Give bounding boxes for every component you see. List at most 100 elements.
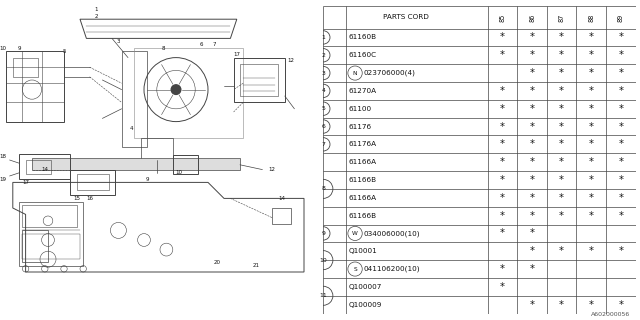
Text: 4: 4: [321, 88, 325, 93]
Text: *: *: [589, 50, 594, 60]
Bar: [32, 158, 240, 170]
Text: *: *: [559, 122, 564, 132]
Text: *: *: [559, 157, 564, 167]
Text: Q100009: Q100009: [348, 302, 381, 308]
Text: *: *: [500, 139, 505, 149]
Text: 85: 85: [500, 13, 506, 21]
Text: *: *: [559, 211, 564, 220]
Text: Q100007: Q100007: [348, 284, 381, 290]
Text: *: *: [559, 139, 564, 149]
Text: 1: 1: [94, 7, 98, 12]
Text: *: *: [500, 86, 505, 96]
Text: 16: 16: [86, 196, 93, 201]
Text: *: *: [618, 32, 623, 43]
Text: *: *: [500, 264, 505, 274]
Text: A602000056: A602000056: [591, 312, 630, 317]
Text: *: *: [559, 193, 564, 203]
Text: *: *: [530, 193, 534, 203]
Text: 61176: 61176: [348, 124, 371, 130]
Text: *: *: [530, 32, 534, 43]
Text: *: *: [559, 32, 564, 43]
Text: *: *: [589, 104, 594, 114]
Text: *: *: [530, 175, 534, 185]
Text: 12: 12: [288, 58, 294, 63]
Text: *: *: [618, 300, 623, 310]
Text: *: *: [500, 175, 505, 185]
Text: 12: 12: [269, 167, 275, 172]
Text: 18: 18: [0, 154, 6, 159]
Text: *: *: [559, 104, 564, 114]
Text: *: *: [589, 157, 594, 167]
Text: 9: 9: [17, 45, 21, 51]
Text: *: *: [500, 193, 505, 203]
Text: 8: 8: [161, 45, 165, 51]
Text: 88: 88: [588, 13, 594, 21]
Text: Q10001: Q10001: [348, 248, 377, 254]
Text: *: *: [589, 32, 594, 43]
Bar: [19, 154, 70, 179]
Text: 87: 87: [559, 13, 564, 21]
Text: 6: 6: [200, 42, 204, 47]
Text: 5: 5: [62, 49, 66, 54]
Text: *: *: [500, 50, 505, 60]
Text: 4: 4: [129, 125, 133, 131]
Text: *: *: [500, 211, 505, 220]
Bar: [272, 208, 291, 224]
Text: 3: 3: [116, 39, 120, 44]
Text: *: *: [530, 300, 534, 310]
Text: 3: 3: [321, 71, 325, 76]
Text: 6: 6: [321, 124, 325, 129]
Text: 15: 15: [74, 196, 80, 201]
Text: 7: 7: [212, 42, 216, 47]
Text: *: *: [500, 104, 505, 114]
Text: 61176A: 61176A: [348, 141, 376, 147]
Bar: [173, 155, 198, 174]
Bar: [77, 174, 109, 190]
Text: 21: 21: [253, 263, 259, 268]
Text: *: *: [618, 104, 623, 114]
Text: *: *: [500, 282, 505, 292]
Text: *: *: [530, 122, 534, 132]
Text: 8: 8: [321, 186, 325, 191]
Bar: [141, 138, 173, 160]
Text: *: *: [530, 211, 534, 220]
Text: *: *: [559, 68, 564, 78]
Text: 17: 17: [234, 52, 240, 57]
Text: 9: 9: [321, 231, 325, 236]
Text: *: *: [500, 157, 505, 167]
Text: *: *: [618, 175, 623, 185]
Text: 14: 14: [278, 196, 285, 201]
Text: 17: 17: [22, 180, 29, 185]
Bar: [22, 234, 80, 259]
Text: *: *: [500, 32, 505, 43]
Text: 2: 2: [94, 13, 98, 19]
Text: *: *: [530, 139, 534, 149]
Bar: [122, 51, 147, 147]
Bar: [19, 202, 83, 266]
Circle shape: [172, 85, 181, 94]
Text: *: *: [618, 193, 623, 203]
Text: 2: 2: [321, 53, 325, 58]
Text: S: S: [353, 267, 357, 272]
Text: 61160C: 61160C: [348, 52, 376, 58]
Bar: [234, 58, 285, 102]
Bar: [6, 51, 64, 122]
Text: 041106200(10): 041106200(10): [364, 266, 420, 272]
Bar: [13, 58, 38, 77]
Bar: [134, 48, 243, 138]
Text: 11: 11: [319, 293, 327, 298]
Text: *: *: [618, 211, 623, 220]
Text: *: *: [589, 193, 594, 203]
Text: PARTS CORD: PARTS CORD: [383, 14, 428, 20]
Text: 61166A: 61166A: [348, 195, 376, 201]
Text: W: W: [352, 231, 358, 236]
Text: *: *: [530, 50, 534, 60]
Text: 7: 7: [321, 142, 325, 147]
Text: *: *: [618, 157, 623, 167]
Text: 5: 5: [321, 106, 325, 111]
Text: *: *: [559, 86, 564, 96]
Text: *: *: [589, 122, 594, 132]
Text: *: *: [530, 86, 534, 96]
Text: *: *: [530, 157, 534, 167]
Text: 023706000(4): 023706000(4): [364, 70, 415, 76]
